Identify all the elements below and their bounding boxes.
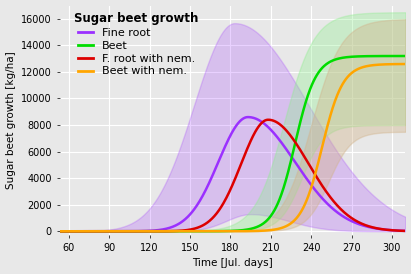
Legend: Fine root, Beet, F. root with nem., Beet with nem.: Fine root, Beet, F. root with nem., Beet… bbox=[72, 10, 201, 79]
Y-axis label: Sugar beet growth [kg/ha]: Sugar beet growth [kg/ha] bbox=[6, 52, 16, 189]
X-axis label: Time [Jul. days]: Time [Jul. days] bbox=[192, 258, 273, 269]
